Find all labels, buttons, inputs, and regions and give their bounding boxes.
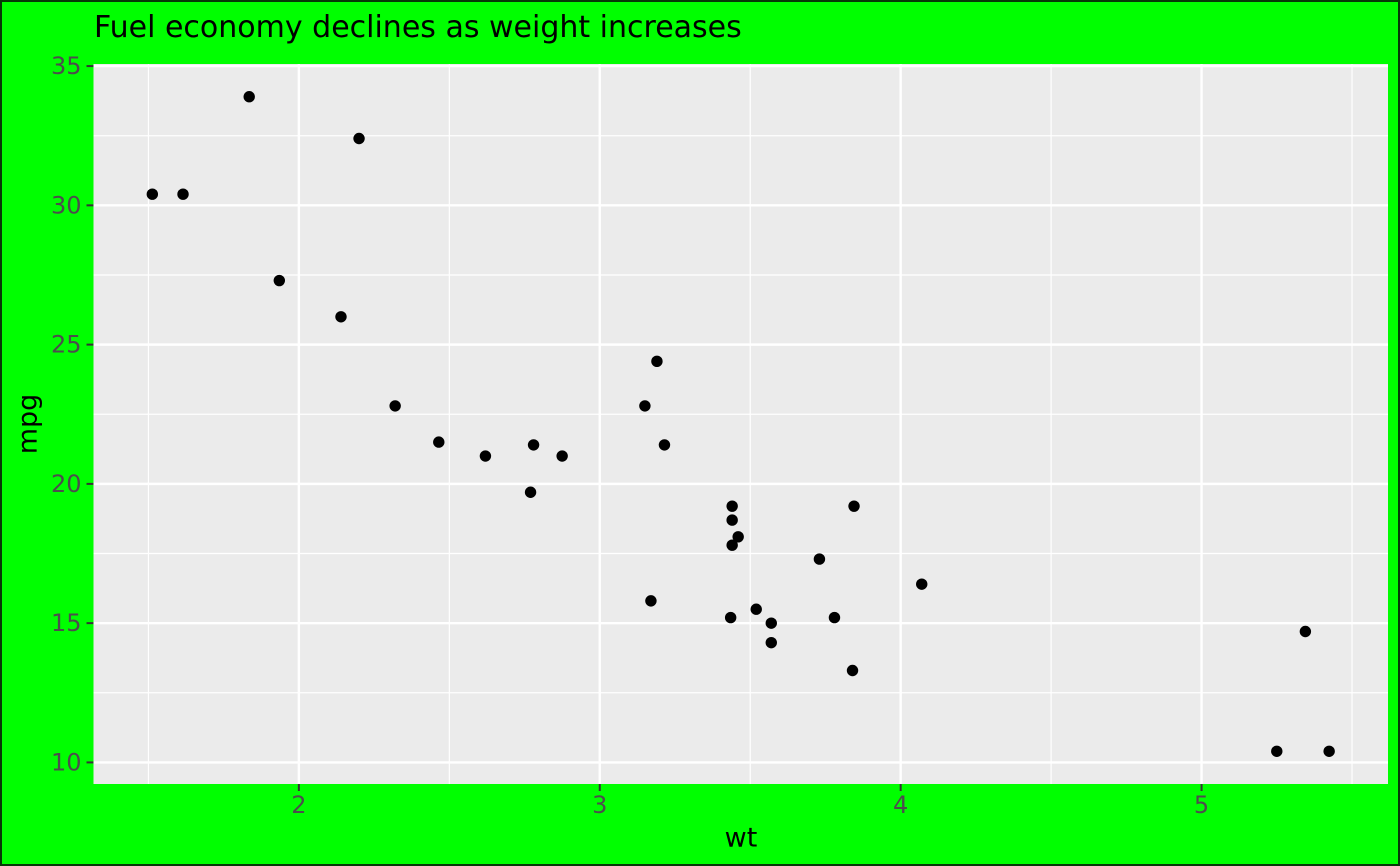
y-tick-label: 25 bbox=[51, 331, 82, 359]
data-point bbox=[846, 664, 859, 677]
data-point bbox=[639, 400, 651, 412]
data-point bbox=[726, 514, 738, 526]
y-axis-title: mpg bbox=[12, 393, 44, 455]
data-point bbox=[848, 500, 860, 512]
data-point bbox=[813, 553, 826, 565]
data-point bbox=[1299, 625, 1312, 638]
data-point bbox=[828, 611, 841, 624]
y-tick-label: 35 bbox=[51, 52, 82, 80]
chart-title: Fuel economy declines as weight increase… bbox=[94, 10, 742, 45]
data-point bbox=[765, 617, 777, 629]
data-point bbox=[177, 188, 189, 200]
data-point bbox=[765, 636, 777, 649]
data-point bbox=[243, 91, 255, 103]
data-point bbox=[1271, 745, 1283, 757]
y-tick-label: 15 bbox=[51, 609, 82, 637]
x-axis-title: wt bbox=[724, 822, 758, 854]
data-point bbox=[732, 531, 744, 543]
data-point bbox=[750, 603, 762, 615]
data-point bbox=[353, 132, 365, 145]
y-tick-label: 20 bbox=[51, 470, 82, 498]
x-tick-label: 3 bbox=[592, 791, 607, 819]
y-tick-label: 10 bbox=[51, 748, 82, 776]
data-point bbox=[658, 439, 671, 451]
y-tick-label: 30 bbox=[51, 191, 82, 219]
x-tick-label: 4 bbox=[893, 791, 908, 819]
data-point bbox=[335, 311, 347, 323]
x-tick-label: 2 bbox=[291, 791, 306, 819]
data-point bbox=[527, 439, 540, 451]
data-point bbox=[433, 436, 445, 448]
data-point bbox=[916, 578, 928, 590]
data-point bbox=[273, 274, 286, 287]
data-point bbox=[724, 611, 737, 624]
data-point bbox=[645, 595, 657, 607]
data-point bbox=[651, 355, 663, 368]
data-point bbox=[146, 188, 159, 200]
data-point bbox=[726, 539, 738, 551]
data-point bbox=[556, 450, 568, 462]
data-point bbox=[389, 400, 401, 412]
data-point bbox=[524, 486, 537, 498]
data-point bbox=[1323, 745, 1335, 757]
plot-panel bbox=[93, 64, 1388, 784]
x-tick-label: 5 bbox=[1194, 791, 1209, 819]
data-point bbox=[479, 450, 492, 462]
data-point bbox=[726, 500, 738, 512]
